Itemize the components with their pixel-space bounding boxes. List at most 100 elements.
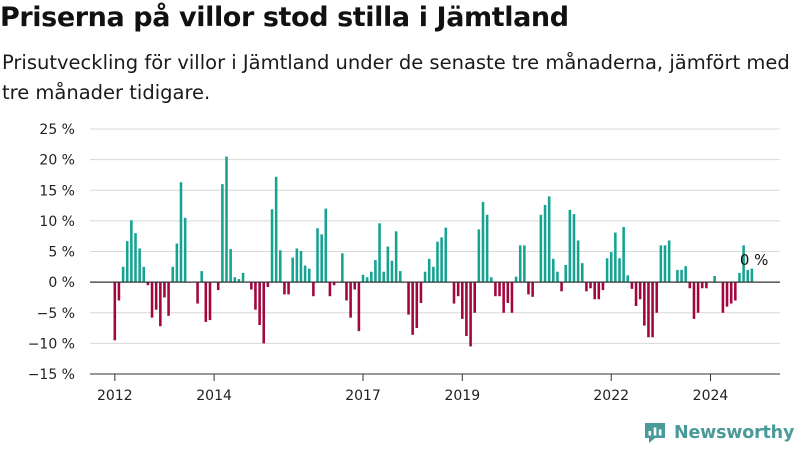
- bar: [518, 245, 522, 283]
- y-tick-label: −10 %: [28, 336, 75, 352]
- bar: [142, 266, 146, 283]
- bar: [618, 258, 621, 283]
- bar: [742, 245, 745, 283]
- bar: [394, 231, 398, 283]
- x-axis-tick-labels: 2012 2014 2017 2019 2022 2024: [90, 373, 780, 404]
- bar: [233, 277, 237, 283]
- bar: [622, 227, 625, 283]
- bar: [307, 268, 311, 283]
- bar: [564, 264, 567, 283]
- y-tick-label: −5 %: [37, 306, 75, 322]
- bar: [552, 258, 555, 283]
- y-tick-label: 10 %: [39, 214, 75, 230]
- bar: [692, 282, 696, 319]
- newsworthy-brand: Newsworthy: [643, 419, 794, 447]
- bar: [353, 282, 357, 290]
- bar: [216, 282, 220, 291]
- bar: [125, 241, 129, 283]
- bar: [287, 282, 290, 295]
- bar: [481, 201, 485, 283]
- bar: [225, 156, 228, 283]
- bar: [746, 269, 750, 283]
- bar: [485, 214, 489, 283]
- brand-name: Newsworthy: [674, 423, 795, 443]
- bar: [270, 209, 274, 283]
- bar: [725, 282, 729, 307]
- y-tick-label: 25 %: [39, 122, 75, 138]
- bar: [630, 282, 634, 289]
- bar: [444, 227, 448, 283]
- bar: [543, 204, 547, 283]
- y-tick-label: 15 %: [39, 183, 75, 199]
- bar: [159, 282, 162, 327]
- bar: [436, 241, 439, 283]
- x-tick-label: 2017: [345, 388, 381, 404]
- bar: [609, 252, 613, 283]
- bar: [278, 250, 282, 283]
- bar: [221, 184, 224, 283]
- bar: [179, 182, 183, 283]
- bar: [593, 282, 596, 300]
- bar: [713, 276, 716, 283]
- newsworthy-logo-icon: [645, 423, 665, 443]
- bar: [266, 282, 270, 288]
- bar: [171, 266, 175, 283]
- bar: [303, 265, 307, 283]
- bar: [365, 277, 369, 283]
- bar: [167, 282, 170, 316]
- bar: [576, 240, 580, 283]
- bar: [150, 282, 154, 318]
- bar: [614, 232, 617, 283]
- bar: [456, 282, 460, 297]
- bar: [113, 282, 117, 341]
- bar: [361, 274, 365, 283]
- bar: [659, 245, 663, 283]
- bar: [262, 282, 266, 344]
- bar: [589, 282, 592, 289]
- bar: [510, 282, 514, 313]
- bar: [502, 282, 505, 313]
- bar: [667, 240, 671, 283]
- bar: [547, 196, 551, 283]
- page-subtitle: Prisutveckling för villor i Jämtland und…: [2, 51, 790, 104]
- bar: [382, 271, 386, 283]
- bar: [465, 282, 468, 337]
- bar: [146, 282, 150, 286]
- bar: [163, 282, 166, 298]
- bar: [258, 282, 261, 325]
- bar: [688, 282, 692, 289]
- bar: [643, 282, 646, 326]
- bar: [721, 282, 725, 313]
- bar: [312, 282, 315, 297]
- bar: [423, 271, 427, 283]
- bar: [196, 282, 199, 304]
- bar: [200, 271, 203, 283]
- bar: [237, 279, 241, 283]
- bar: [254, 282, 257, 310]
- bar: [440, 237, 443, 283]
- bar: [489, 277, 493, 283]
- bar: [411, 282, 414, 335]
- bar: [531, 282, 534, 297]
- bar: [663, 245, 667, 283]
- bar: [581, 263, 584, 283]
- bar: [684, 266, 687, 283]
- bar: [415, 282, 419, 329]
- bar: [427, 258, 431, 283]
- bar: [378, 223, 381, 283]
- bar: [183, 217, 187, 283]
- y-tick-label: 20 %: [39, 153, 75, 169]
- bar: [134, 233, 137, 283]
- bar: [374, 260, 377, 283]
- bar: [734, 282, 737, 301]
- bar: [651, 282, 654, 338]
- bar: [696, 282, 700, 313]
- last-value-label: 0 %: [740, 251, 769, 269]
- bar: [324, 208, 328, 283]
- y-tick-label: 5 %: [48, 245, 75, 261]
- bar: [676, 269, 679, 283]
- bar: [523, 245, 526, 283]
- bar: [204, 282, 208, 322]
- bar: [638, 282, 642, 300]
- bar: [568, 209, 572, 283]
